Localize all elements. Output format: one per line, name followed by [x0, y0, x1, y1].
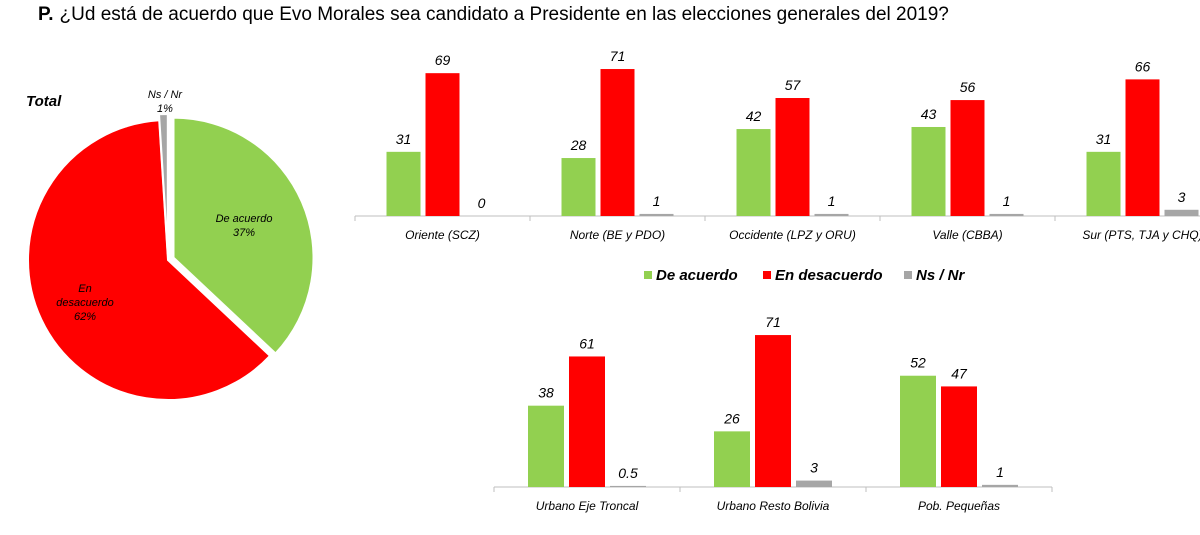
area-chart-bar-de-acuerdo — [714, 431, 750, 487]
legend-label-ns-nr: Ns / Nr — [916, 267, 966, 284]
legend-swatch-de-acuerdo — [644, 271, 652, 279]
area-chart-category-label: Pob. Pequeñas — [918, 499, 1000, 513]
legend-swatch-en-desacuerdo — [763, 271, 771, 279]
region-chart-category-label: Sur (PTS, TJA y CHQ) — [1082, 228, 1200, 242]
pie-label-en-desacuerdo: En — [78, 283, 91, 295]
question-prefix: P. — [38, 4, 54, 25]
region-chart-bar-ns-nr — [814, 213, 849, 216]
region-chart-value-label: 31 — [1096, 131, 1112, 147]
region-chart-bar-en-desacuerdo — [425, 73, 460, 216]
area-chart-value-label: 52 — [910, 355, 926, 371]
area-chart-category-label: Urbano Eje Troncal — [536, 499, 639, 513]
region-chart-bar-en-desacuerdo — [950, 100, 985, 216]
area-chart-bar-de-acuerdo — [528, 405, 564, 487]
question-title: P. ¿Ud está de acuerdo que Evo Morales se… — [38, 4, 949, 26]
region-chart-bar-en-desacuerdo — [775, 98, 810, 216]
pie-label-ns-nr: Ns / Nr — [148, 89, 184, 101]
region-chart-category-label: Oriente (SCZ) — [405, 228, 480, 242]
area-chart-value-label: 0.5 — [618, 465, 638, 481]
legend-swatch-ns-nr — [904, 271, 912, 279]
region-chart-value-label: 31 — [396, 131, 412, 147]
region-chart-bar-en-desacuerdo — [600, 69, 635, 216]
region-chart-value-label: 1 — [653, 193, 661, 209]
area-chart-bar-ns-nr — [610, 485, 646, 487]
region-chart-value-label: 3 — [1178, 189, 1186, 205]
region-chart-bar-de-acuerdo — [386, 151, 421, 216]
area-chart-value-label: 1 — [996, 464, 1004, 480]
pie-value-en-desacuerdo: 62% — [74, 311, 96, 323]
legend-label-en-desacuerdo: En desacuerdo — [775, 267, 883, 284]
region-chart-bar-de-acuerdo — [1086, 151, 1121, 216]
area-chart-value-label: 26 — [723, 410, 740, 426]
area-chart-bar-en-desacuerdo — [755, 335, 791, 487]
area-chart-value-label: 71 — [765, 314, 781, 330]
pie-value-de-acuerdo: 37% — [233, 227, 255, 239]
area-chart-bar-de-acuerdo — [900, 375, 936, 487]
region-chart-bar-de-acuerdo — [736, 129, 771, 216]
area-chart-category-label: Urbano Resto Bolivia — [717, 499, 830, 513]
region-chart-category-label: Norte (BE y PDO) — [570, 228, 665, 242]
pie-slice-en-desacuerdo — [27, 119, 272, 401]
region-chart-category-label: Valle (CBBA) — [932, 228, 1002, 242]
region-chart-value-label: 28 — [570, 137, 587, 153]
region-chart-bar-de-acuerdo — [911, 126, 946, 216]
legend-label-de-acuerdo: De acuerdo — [656, 267, 738, 284]
area-chart-value-label: 3 — [810, 460, 818, 476]
area-chart-value-label: 61 — [579, 335, 595, 351]
pie-label-en-desacuerdo: desacuerdo — [56, 297, 114, 309]
region-chart-value-label: 42 — [746, 108, 762, 124]
region-chart-value-label: 0 — [478, 195, 486, 211]
area-chart-bar-ns-nr — [982, 484, 1018, 487]
region-chart-bar-ns-nr — [639, 213, 674, 216]
region-chart-bar-ns-nr — [1164, 209, 1199, 216]
region-chart-bar-de-acuerdo — [561, 158, 596, 216]
area-chart-value-label: 38 — [538, 385, 554, 401]
region-chart-value-label: 56 — [960, 79, 976, 95]
region-chart-value-label: 69 — [435, 52, 451, 68]
pie-label-de-acuerdo: De acuerdo — [216, 213, 273, 225]
region-chart-value-label: 71 — [610, 48, 626, 64]
region-chart-bar-en-desacuerdo — [1125, 79, 1160, 216]
area-chart-bar-en-desacuerdo — [569, 356, 605, 487]
region-chart-value-label: 66 — [1135, 58, 1151, 74]
region-chart-value-label: 1 — [828, 193, 836, 209]
pie-value-ns-nr: 1% — [157, 103, 173, 115]
region-chart-bar-ns-nr — [989, 213, 1024, 216]
region-chart-category-label: Occidente (LPZ y ORU) — [729, 228, 856, 242]
pie-slice-de-acuerdo — [172, 116, 315, 355]
area-chart-bar-en-desacuerdo — [941, 386, 977, 487]
area-chart-bar-ns-nr — [796, 480, 832, 487]
pie-slice-ns-nr — [157, 113, 169, 255]
pie-title: Total — [26, 93, 62, 110]
region-chart-value-label: 43 — [921, 106, 937, 122]
region-chart-value-label: 1 — [1003, 193, 1011, 209]
region-chart-value-label: 57 — [785, 77, 802, 93]
question-text: ¿Ud está de acuerdo que Evo Morales sea … — [59, 4, 949, 25]
area-chart-value-label: 47 — [951, 365, 968, 381]
